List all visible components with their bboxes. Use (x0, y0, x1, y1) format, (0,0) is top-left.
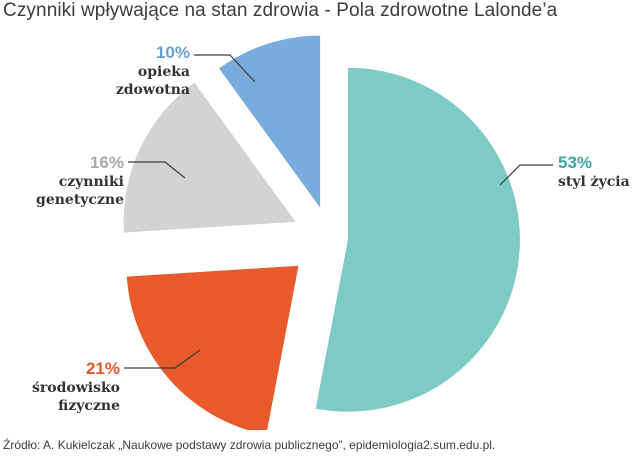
slice-labels: 53% styl życia 21% środowisko fizyczne 16% czy… (32, 43, 630, 414)
leader-line (124, 349, 201, 369)
slice-value-label: 21% (86, 359, 120, 378)
slice-value-label: 16% (90, 153, 124, 172)
leader-line (128, 161, 186, 179)
leader-line (499, 164, 553, 186)
slice-category-label: fizyczne (58, 398, 120, 414)
slice-category-label: zdowotna (116, 82, 190, 98)
slice-category-label: środowisko (32, 380, 120, 396)
pie-slice (123, 82, 296, 233)
chart-title: Czynniki wpływające na stan zdrowia - Po… (3, 0, 558, 21)
pie-slice (126, 265, 299, 430)
slice-category-label: styl życia (558, 174, 630, 190)
slice-category-label: czynniki (59, 174, 124, 190)
slice-category-label: opieka (138, 64, 190, 80)
pie-slice (219, 35, 321, 208)
pie-chart: 53% styl życia 21% środowisko fizyczne 16% czy… (32, 35, 630, 430)
slice-value-label: 10% (156, 43, 190, 62)
slice-value-label: 53% (558, 153, 592, 172)
pie-slice (315, 67, 520, 412)
leader-lines (124, 54, 553, 369)
slice-category-label: genetyczne (36, 192, 124, 208)
leader-line (194, 54, 256, 83)
pie-slices (123, 35, 520, 430)
source-note: Źródło: A. Kukielczak „Naukowe podstawy … (3, 438, 496, 452)
